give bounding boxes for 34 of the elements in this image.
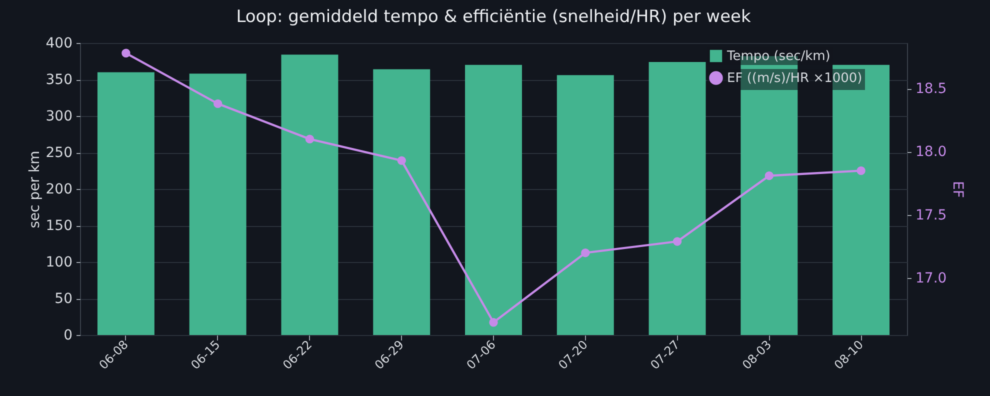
legend-label: EF ((m/s)/HR ×1000)	[727, 71, 862, 86]
y-tick-label: 200	[46, 182, 72, 198]
point	[122, 48, 130, 58]
y2-axis-title: EF	[950, 181, 966, 198]
point	[764, 171, 774, 180]
legend-label: Tempo (sec/km)	[726, 49, 830, 64]
point	[305, 134, 314, 144]
bar	[648, 62, 706, 335]
point	[856, 166, 866, 176]
bar	[189, 74, 246, 335]
point	[213, 99, 222, 108]
y-tick-label: 350	[46, 72, 72, 88]
y-tick-label: 100	[46, 254, 72, 270]
y2-tick-label: 18.0	[916, 144, 947, 160]
bar	[556, 75, 614, 335]
y-tick-label: 400	[46, 36, 72, 52]
bar	[373, 69, 430, 335]
bar	[465, 64, 522, 335]
y2-tick-label: 17.0	[916, 270, 947, 287]
y2-tick-label: 18.5	[916, 81, 947, 98]
y-tick-label: 300	[46, 108, 72, 124]
y-tick-label: 50	[54, 291, 72, 307]
bar	[281, 54, 338, 335]
point	[489, 318, 498, 327]
y-tick-label: 250	[46, 145, 72, 161]
y2-tick-label: 17.5	[916, 207, 947, 224]
chart-title: Loop: gemiddeld tempo & efficiëntie (snelheid/HR) per week	[236, 7, 751, 27]
point	[672, 237, 682, 246]
y-tick-label: 150	[46, 218, 72, 234]
point	[581, 248, 590, 258]
point	[397, 156, 406, 165]
bar	[97, 72, 154, 335]
y-axis-title: sec per km	[26, 150, 43, 228]
y-tick-label: 0	[64, 328, 72, 344]
